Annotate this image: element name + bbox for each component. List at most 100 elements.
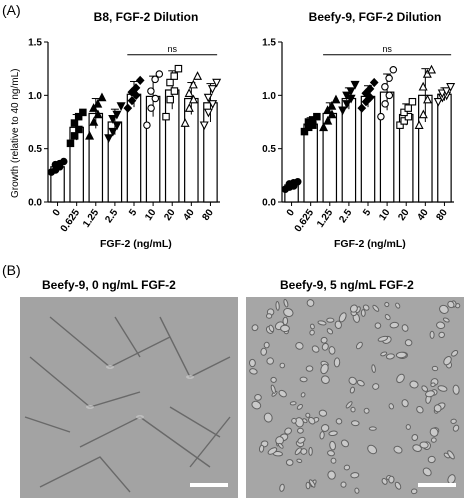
- data-point: [147, 87, 155, 95]
- data-point: [381, 100, 389, 108]
- cell: [268, 324, 275, 333]
- cell: [349, 304, 358, 313]
- cell: [308, 416, 316, 425]
- data-point: [327, 100, 337, 110]
- data-point: [193, 71, 203, 80]
- cell: [340, 481, 347, 488]
- data-point: [184, 88, 194, 97]
- cell: [360, 309, 366, 317]
- cell: [354, 487, 360, 494]
- data-point: [369, 77, 379, 88]
- cell: [320, 336, 328, 344]
- data-point: [400, 108, 408, 117]
- cell: [296, 458, 303, 463]
- data-point: [361, 97, 371, 107]
- ns-label: ns: [167, 44, 177, 54]
- data-point: [131, 83, 141, 93]
- cell: [294, 447, 302, 456]
- y-tick-label: 0.0: [262, 198, 276, 209]
- data-point: [323, 115, 333, 125]
- data-point: [377, 112, 385, 121]
- data-point: [79, 108, 87, 117]
- cell: [380, 351, 388, 357]
- cell: [404, 339, 413, 347]
- cell: [326, 317, 335, 323]
- cell: [305, 365, 314, 372]
- data-point: [135, 75, 145, 85]
- data-point: [323, 105, 333, 115]
- cell: [430, 437, 437, 443]
- x-tick-label: 2.5: [103, 207, 120, 225]
- data-point: [70, 119, 79, 127]
- chart-2-xlabel: FGF-2 (ng/mL): [334, 238, 406, 250]
- chart-2-title: Beefy-9, FGF-2 Dilution: [308, 10, 442, 24]
- data-point: [427, 64, 437, 74]
- cell: [431, 365, 439, 372]
- cell: [305, 481, 311, 490]
- cell: [405, 424, 411, 430]
- cell: [371, 364, 376, 373]
- cell: [447, 300, 455, 309]
- data-point: [365, 84, 375, 94]
- data-point: [408, 97, 417, 106]
- cell: [249, 368, 258, 375]
- cell: [350, 406, 356, 413]
- cell: [277, 442, 284, 449]
- cell: [297, 427, 304, 434]
- cell: [437, 385, 448, 392]
- data-point: [365, 92, 375, 103]
- cell: [284, 427, 292, 435]
- cell: [411, 488, 418, 495]
- data-point: [404, 104, 412, 112]
- micrograph-2: [246, 297, 464, 498]
- x-tick-label: 1.25: [315, 207, 335, 230]
- cell: [327, 470, 336, 480]
- cell: [275, 301, 280, 311]
- micrograph-1-image: [20, 297, 238, 498]
- data-point: [389, 65, 398, 74]
- data-point: [188, 79, 198, 89]
- x-tick-label: 5: [127, 207, 139, 218]
- data-point: [143, 121, 151, 129]
- data-point: [385, 91, 394, 100]
- cell: [436, 321, 446, 330]
- cell: [311, 345, 320, 353]
- x-tick-label: 0.625: [59, 207, 83, 234]
- cell: [356, 379, 365, 387]
- chart-1-xlabel: FGF-2 (ng/mL): [100, 238, 172, 250]
- x-tick-label: 1.25: [81, 207, 101, 230]
- y-tick-label: 0.5: [262, 144, 276, 155]
- cell: [333, 357, 341, 368]
- data-point: [123, 103, 133, 113]
- cell: [309, 323, 315, 330]
- cell: [248, 358, 256, 368]
- cell: [300, 448, 308, 455]
- cell: [321, 342, 329, 351]
- cell: [450, 418, 457, 424]
- cell: [372, 383, 380, 390]
- cell: [258, 444, 265, 453]
- cell: [421, 385, 429, 392]
- data-point: [170, 87, 179, 95]
- cell: [367, 444, 378, 455]
- cell: [308, 446, 313, 456]
- cell: [270, 376, 277, 383]
- data-point: [75, 125, 83, 134]
- cell: [393, 445, 403, 454]
- data-point: [166, 95, 174, 104]
- data-point: [97, 92, 107, 102]
- data-point: [174, 64, 183, 73]
- data-point: [203, 108, 213, 118]
- data-point: [127, 87, 137, 97]
- data-point: [437, 89, 447, 99]
- data-point: [342, 100, 352, 109]
- cell: [443, 356, 452, 366]
- data-point: [212, 78, 222, 88]
- data-point: [313, 112, 321, 121]
- data-point: [423, 94, 433, 104]
- data-point: [127, 96, 137, 106]
- bar-5: [360, 95, 376, 203]
- cell: [452, 384, 460, 395]
- cell: [328, 346, 336, 355]
- cell: [349, 386, 356, 394]
